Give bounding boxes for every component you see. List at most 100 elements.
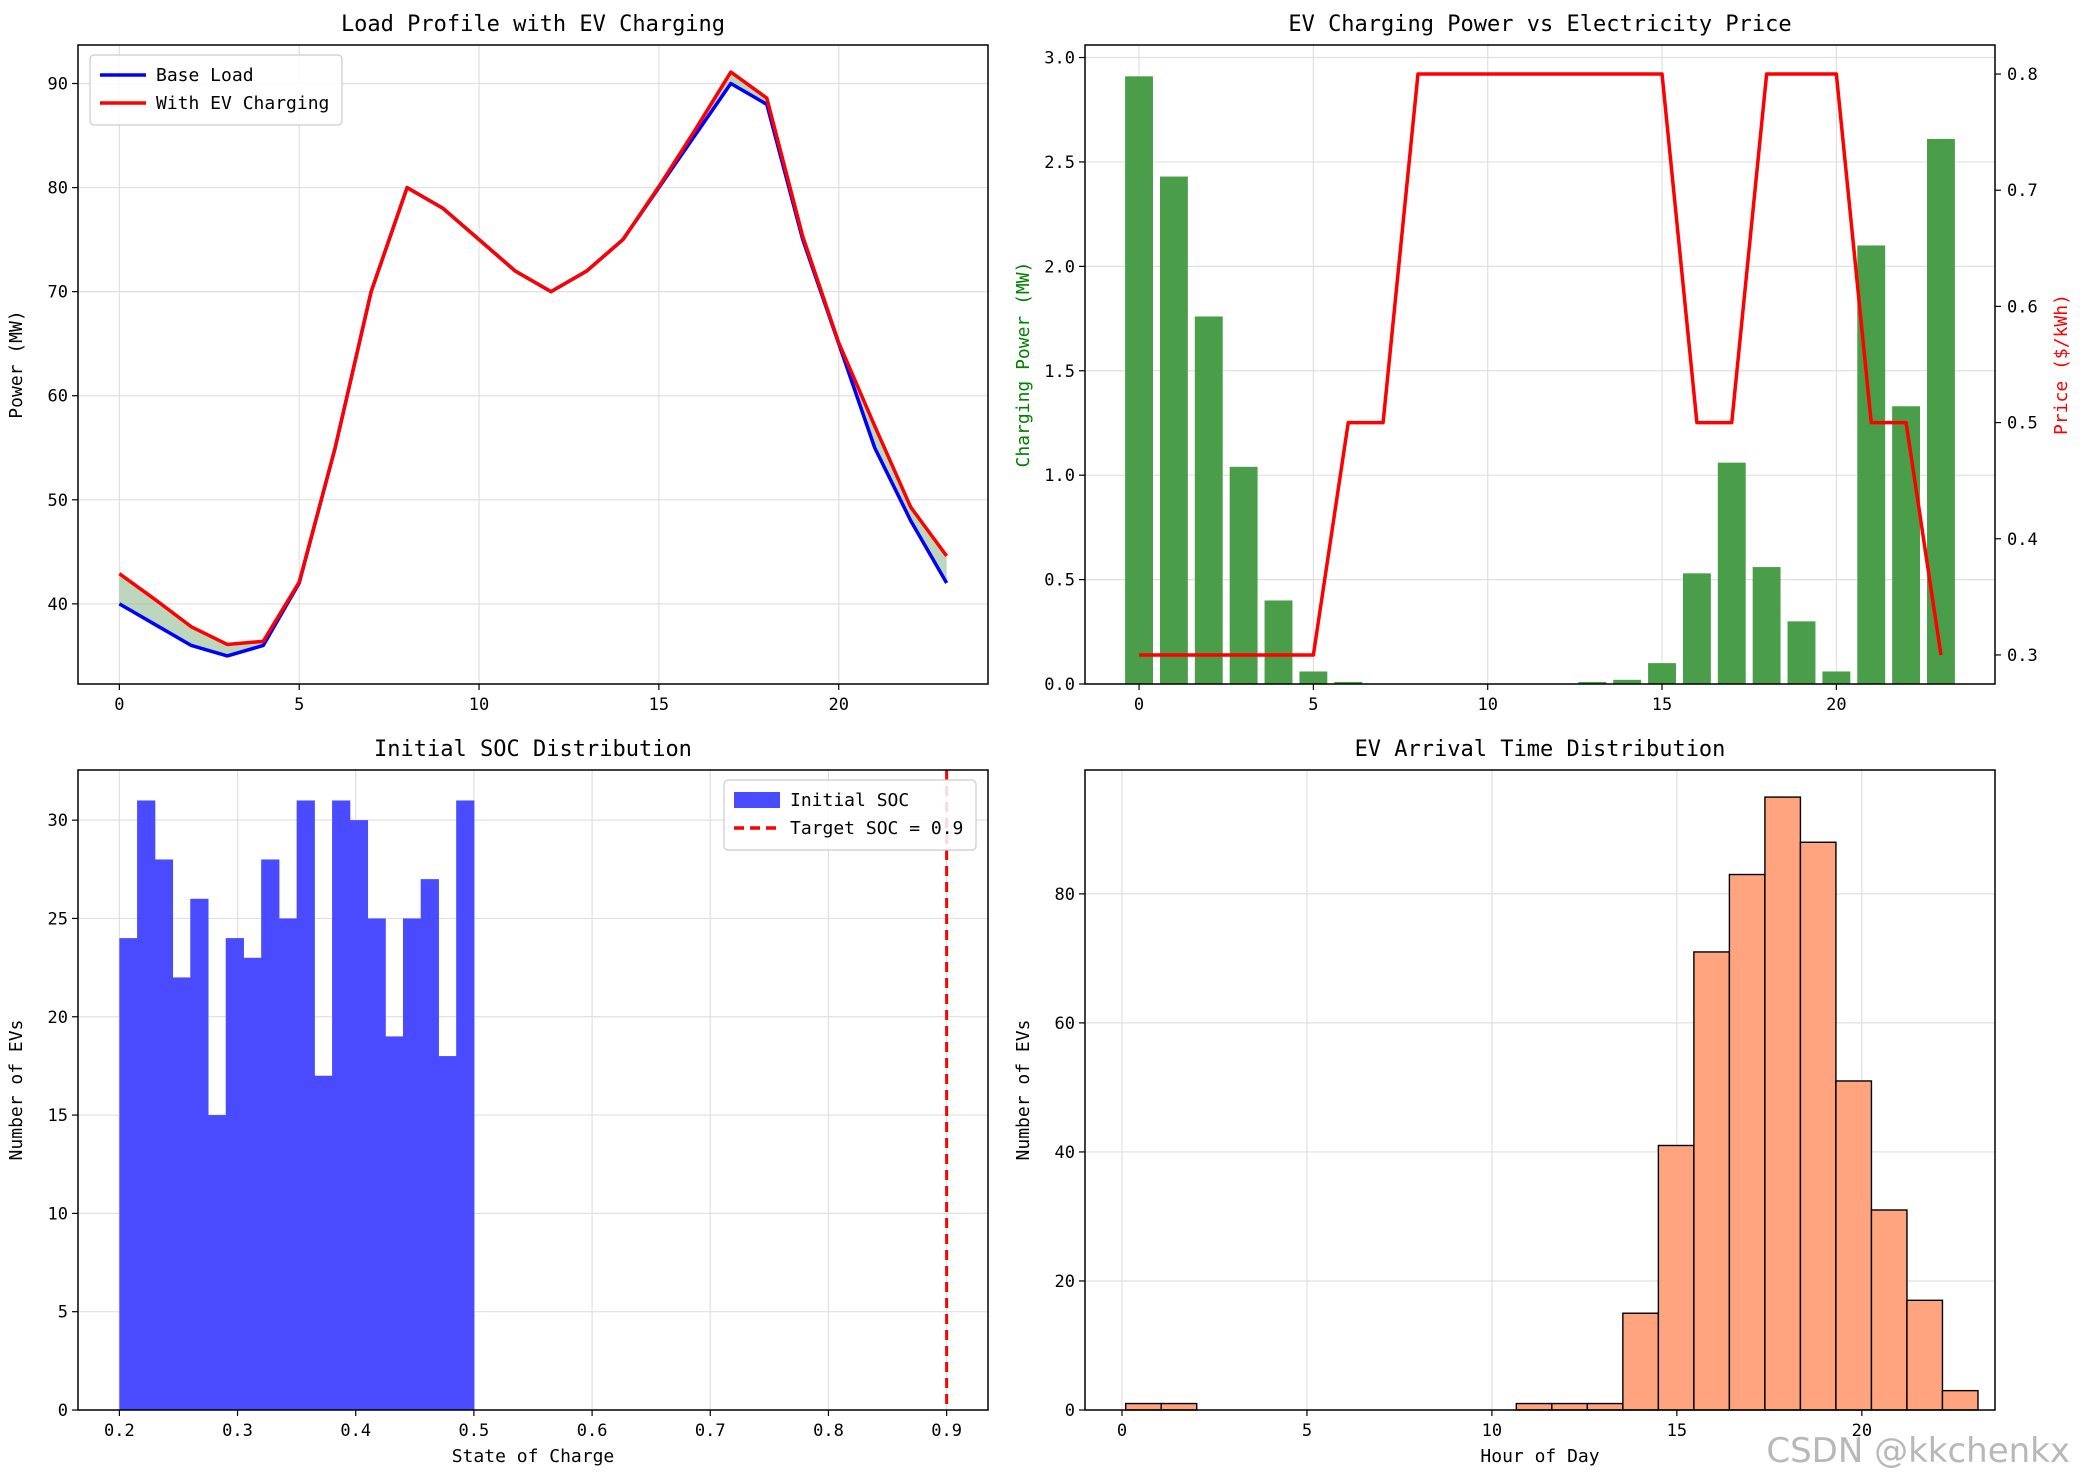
histogram-bar bbox=[1515, 1402, 1553, 1411]
legend-box bbox=[89, 54, 343, 126]
legend-box bbox=[723, 779, 977, 851]
histogram-bar bbox=[1693, 951, 1731, 1411]
bar bbox=[1125, 76, 1153, 684]
x-tick-label: 20 bbox=[1852, 1421, 1872, 1441]
y-tick-label: 80 bbox=[48, 179, 68, 199]
price-line bbox=[1139, 72, 1943, 657]
y2-tick-label: 0.6 bbox=[2007, 297, 2038, 317]
chart-title: Initial SOC Distribution bbox=[374, 737, 692, 762]
y-tick-label: 1.5 bbox=[1044, 362, 1075, 382]
histogram-bar bbox=[1124, 1402, 1162, 1411]
x-tick-label: 0.5 bbox=[459, 1421, 490, 1441]
x-tick-label: 10 bbox=[469, 695, 489, 715]
histogram-bar bbox=[420, 879, 439, 1410]
legend-label: With EV Charging bbox=[156, 93, 329, 114]
x-axis-label: State of Charge bbox=[452, 1446, 615, 1467]
bar bbox=[1299, 671, 1328, 684]
legend: Initial SOC Target SOC = 0.9 bbox=[723, 779, 977, 851]
bar bbox=[1334, 681, 1363, 684]
y2-tick-label: 0.5 bbox=[2007, 414, 2038, 434]
bar bbox=[1194, 316, 1223, 684]
histogram-bar bbox=[403, 918, 422, 1410]
x-tick-label: 0.3 bbox=[222, 1421, 253, 1441]
histogram-bar bbox=[1870, 1209, 1908, 1411]
y-tick-label: 40 bbox=[48, 595, 68, 615]
y-tick-label: 2.5 bbox=[1044, 153, 1075, 173]
y-tick-label: 0 bbox=[58, 1401, 68, 1421]
x-tick-label: 10 bbox=[1482, 1421, 1502, 1441]
histogram-bar bbox=[1764, 796, 1802, 1411]
y-tick-label: 30 bbox=[48, 811, 68, 831]
x-tick-label: 10 bbox=[1477, 695, 1497, 715]
bar bbox=[1578, 681, 1607, 684]
y-tick-label: 60 bbox=[1055, 1014, 1075, 1034]
x-tick-label: 0.2 bbox=[104, 1421, 135, 1441]
bar bbox=[1229, 466, 1258, 684]
bar bbox=[1892, 406, 1921, 684]
histogram-bar bbox=[208, 1115, 227, 1410]
watermark-text: CSDN @kkchenkx bbox=[1766, 1431, 2070, 1471]
panel-load: Load Profile with EV Charging 0 5 10 15 20 40 5… bbox=[6, 12, 989, 715]
bar bbox=[1787, 621, 1816, 684]
series-line-base-load bbox=[118, 81, 949, 658]
y-tick-label: 50 bbox=[48, 491, 68, 511]
y2-tick-label: 0.3 bbox=[2007, 646, 2038, 666]
axes-frame bbox=[1084, 44, 1996, 685]
histogram-bar bbox=[137, 800, 156, 1410]
y-axis-label: Power (MW) bbox=[6, 310, 27, 418]
y-axis-label: Number of EVs bbox=[1013, 1020, 1034, 1161]
y-tick-label: 2.0 bbox=[1044, 257, 1075, 277]
fill-between-area bbox=[119, 72, 947, 656]
axes-frame bbox=[77, 44, 989, 685]
histogram-bar bbox=[314, 1075, 333, 1410]
y-tick-label: 20 bbox=[48, 1008, 68, 1028]
bar bbox=[1927, 138, 1955, 684]
series-line-with-ev-charging bbox=[118, 70, 949, 647]
x-tick-label: 5 bbox=[294, 695, 304, 715]
histogram-bar bbox=[261, 859, 280, 1410]
y2-axis-label: Price ($/kWh) bbox=[2051, 294, 2072, 435]
histogram-bar bbox=[296, 800, 315, 1410]
x-tick-label: 0 bbox=[1134, 695, 1144, 715]
y-tick-label: 20 bbox=[1055, 1272, 1075, 1292]
histogram-bar bbox=[278, 918, 298, 1410]
y-tick-label: 0.0 bbox=[1044, 675, 1075, 695]
y-tick-label: 80 bbox=[1055, 885, 1075, 905]
x-tick-label: 5 bbox=[1308, 695, 1318, 715]
histogram-bar bbox=[1551, 1402, 1589, 1411]
histogram-bar bbox=[349, 820, 369, 1410]
y-tick-label: 15 bbox=[48, 1106, 68, 1126]
y-tick-label: 1.0 bbox=[1044, 466, 1075, 486]
panel-power_price: EV Charging Power vs Electricity Price 0 5… bbox=[1013, 12, 2072, 715]
histogram-bar bbox=[1586, 1402, 1624, 1411]
histogram-bar bbox=[1728, 873, 1766, 1411]
histogram-bar bbox=[1657, 1144, 1695, 1411]
histogram-bar bbox=[225, 938, 244, 1410]
axes-frame bbox=[77, 769, 989, 1411]
legend-label: Base Load bbox=[156, 65, 254, 86]
chart-title: Load Profile with EV Charging bbox=[341, 12, 725, 37]
bar bbox=[1822, 671, 1851, 684]
y2-tick-label: 0.4 bbox=[2007, 530, 2038, 550]
axes-frame bbox=[1084, 769, 1996, 1411]
y-tick-label: 0 bbox=[1065, 1401, 1075, 1421]
chart-title: EV Charging Power vs Electricity Price bbox=[1288, 12, 1791, 37]
y-tick-label: 3.0 bbox=[1044, 49, 1075, 69]
x-tick-label: 0 bbox=[1117, 1421, 1127, 1441]
y-tick-label: 90 bbox=[48, 75, 68, 95]
y2-tick-label: 0.8 bbox=[2007, 65, 2038, 85]
histogram-bar bbox=[456, 800, 475, 1410]
bar bbox=[1682, 573, 1711, 684]
x-tick-label: 0.7 bbox=[695, 1421, 726, 1441]
x-tick-label: 20 bbox=[1826, 695, 1846, 715]
bar bbox=[1159, 176, 1188, 684]
histogram-bar bbox=[1622, 1312, 1660, 1411]
x-tick-label: 0 bbox=[114, 695, 124, 715]
histogram-bar bbox=[1941, 1389, 1979, 1411]
legend-label: Initial SOC bbox=[790, 790, 909, 811]
chart-title: EV Arrival Time Distribution bbox=[1355, 737, 1726, 762]
y-tick-label: 10 bbox=[48, 1204, 68, 1224]
x-tick-label: 0.9 bbox=[931, 1421, 962, 1441]
x-tick-label: 20 bbox=[828, 695, 848, 715]
